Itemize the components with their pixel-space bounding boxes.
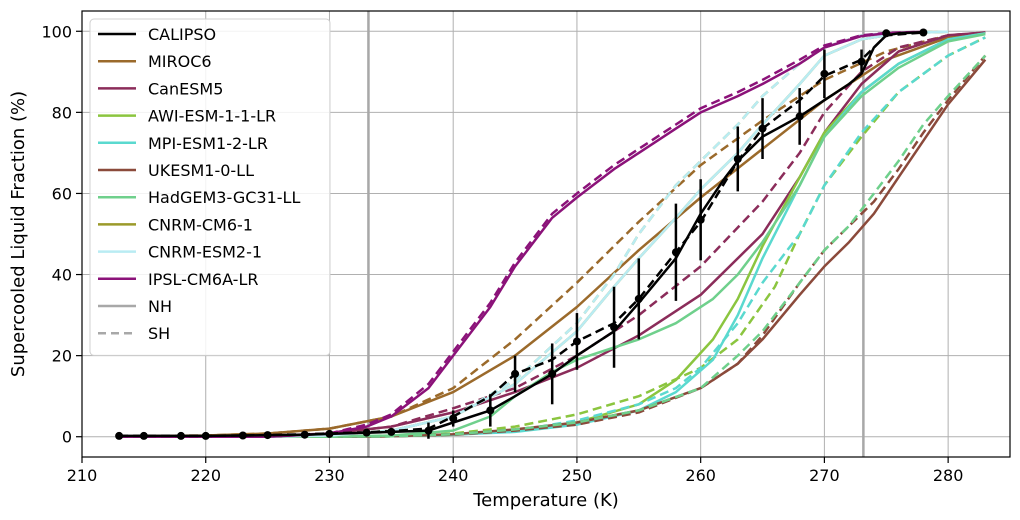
data-point: [115, 431, 124, 440]
x-axis-ticks: 210 220 230 240 250 260 270 280: [67, 457, 964, 485]
legend-entry-label: AWI-ESM-1-1-LR: [148, 107, 276, 126]
data-point: [882, 29, 891, 38]
y-tick-label: 100: [41, 22, 72, 41]
data-point: [201, 431, 210, 440]
series-line-hadgem3-gc31-ll-nh: [119, 32, 986, 438]
x-axis-label: Temperature (K): [472, 490, 619, 511]
legend-entry-label: CNRM-ESM2-1: [148, 243, 262, 262]
x-tick-label: 280: [933, 466, 964, 485]
legend-entry-label: UKESM1-0-LL: [148, 161, 254, 180]
data-point: [610, 323, 619, 332]
data-point: [139, 431, 148, 440]
legend-entry-label: MPI-ESM1-2-LR: [148, 134, 268, 153]
data-point: [424, 426, 433, 435]
data-point: [511, 369, 520, 378]
data-point: [300, 430, 309, 439]
data-point: [758, 124, 767, 133]
data-point: [325, 429, 334, 438]
data-point: [449, 414, 458, 423]
observation-markers: [115, 28, 928, 440]
data-point: [857, 57, 866, 66]
series-line-canesm5-sh: [119, 31, 986, 438]
legend-entry-label: NH: [148, 297, 172, 316]
data-point: [696, 215, 705, 224]
x-tick-label: 270: [809, 466, 840, 485]
series-line-hadgem3-gc31-ll-sh: [119, 54, 987, 438]
legend-entry-label: CALIPSO: [148, 25, 216, 44]
data-point: [263, 431, 272, 440]
series-line-ipsl-cm6a-lr-sh: [119, 30, 924, 438]
data-point: [572, 337, 581, 346]
data-point: [362, 428, 371, 437]
y-axis-label: Supercooled Liquid Fraction (%): [8, 91, 29, 377]
legend-entry-label: MIROC6: [148, 52, 212, 71]
legend-entry-label: CanESM5: [148, 79, 223, 98]
legend-box: [89, 18, 331, 356]
data-point: [486, 406, 495, 415]
data-point: [919, 28, 928, 37]
x-tick-label: 250: [562, 466, 593, 485]
y-tick-label: 0: [62, 428, 72, 447]
data-point: [820, 69, 829, 78]
series-lines: [119, 30, 987, 438]
data-point: [634, 294, 643, 303]
y-tick-label: 80: [52, 103, 72, 122]
data-point: [238, 431, 247, 440]
legend-entry-label: IPSL-CM6A-LR: [148, 270, 258, 289]
y-tick-label: 60: [52, 184, 72, 203]
data-point: [548, 369, 557, 378]
y-tick-label: 20: [52, 347, 72, 366]
x-tick-label: 220: [190, 466, 221, 485]
legend-entry-label: HadGEM3-GC31-LL: [148, 188, 300, 207]
data-point: [733, 154, 742, 163]
plot-frame: [81, 10, 1011, 458]
data-point: [387, 427, 396, 436]
legend-entry-label: CNRM-CM6-1: [148, 215, 253, 234]
y-axis-ticks: 0 20 40 60 80 100: [41, 22, 82, 447]
series-line-miroc6-sh: [119, 31, 986, 438]
series-line-ipsl-cm6a-lr-nh: [119, 30, 924, 438]
x-tick-label: 210: [67, 466, 98, 485]
legend-entry-label: SH: [148, 324, 170, 343]
data-point: [176, 431, 185, 440]
legend: CALIPSO MIROC6 CanESM5 AWI-ESM-1-1-LR MPI-ES…: [89, 18, 331, 356]
data-point: [671, 248, 680, 257]
data-point: [795, 112, 804, 121]
y-tick-label: 40: [52, 266, 72, 285]
x-tick-label: 240: [438, 466, 469, 485]
x-tick-label: 230: [314, 466, 345, 485]
reference-lines: [367, 11, 865, 457]
x-tick-label: 260: [685, 466, 716, 485]
